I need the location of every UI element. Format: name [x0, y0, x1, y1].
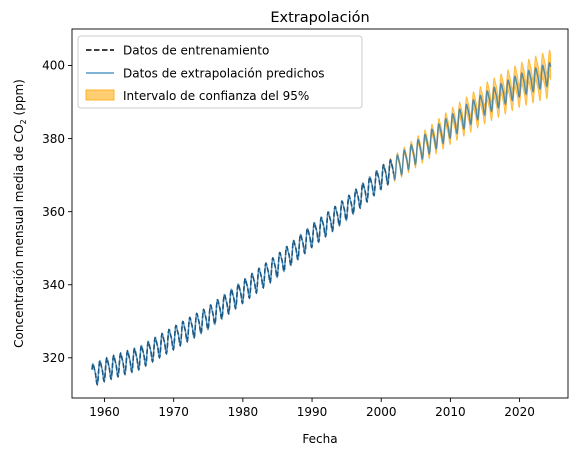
- prediction-line: [91, 61, 552, 386]
- x-axis-label: Fecha: [302, 432, 337, 446]
- legend-label-confidence: Intervalo de confianza del 95%: [123, 89, 309, 103]
- legend: Datos de entrenamiento Datos de extrapol…: [77, 35, 363, 109]
- x-tick-label: 1990: [297, 405, 328, 419]
- x-tick-label: 2000: [366, 405, 397, 419]
- x-tick-label: 1960: [89, 405, 120, 419]
- legend-swatch-confidence: [85, 89, 115, 101]
- x-tick-label: 1980: [228, 405, 259, 419]
- x-tick-label: 1970: [158, 405, 189, 419]
- y-axis-label-main: Concentración mensual media de CO: [12, 124, 26, 347]
- y-axis-label-subscript: 2: [19, 119, 28, 124]
- confidence-interval-band: [380, 49, 552, 189]
- axis-ticks: 1960 1970 1980 1990 2000 2010 2020 320 340 360 380…: [42, 59, 535, 419]
- legend-label-training: Datos de entrenamiento: [123, 44, 269, 58]
- y-axis-label: Concentración mensual media de CO2 (ppm): [12, 79, 28, 348]
- y-tick-label: 320: [42, 351, 65, 365]
- y-axis-label-unit: (ppm): [12, 79, 26, 119]
- legend-label-prediction: Datos de extrapolación predichos: [123, 67, 325, 81]
- y-tick-label: 400: [42, 59, 65, 73]
- y-tick-label: 360: [42, 205, 65, 219]
- y-tick-label: 340: [42, 278, 65, 292]
- plot-area: [91, 49, 552, 386]
- y-tick-label: 380: [42, 132, 65, 146]
- x-tick-label: 2020: [504, 405, 535, 419]
- plot-frame: [71, 28, 569, 399]
- chart-title: Extrapolación: [270, 10, 369, 26]
- x-tick-label: 2010: [435, 405, 466, 419]
- training-data-line: [91, 159, 395, 386]
- legend-box: [77, 35, 363, 109]
